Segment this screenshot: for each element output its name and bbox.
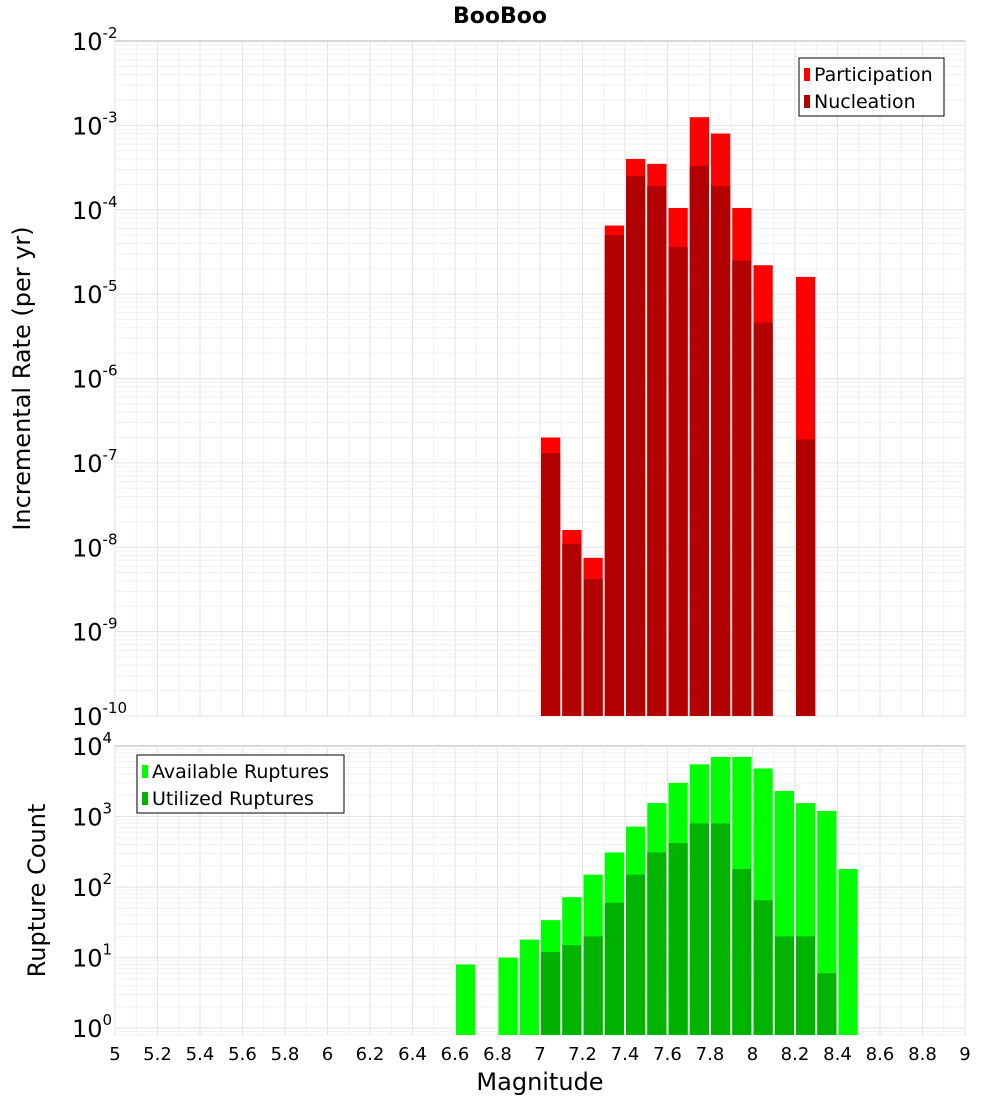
legend: Available Ruptures Utilized Ruptures bbox=[136, 754, 345, 814]
bar-utilized-ruptures bbox=[711, 823, 731, 1035]
x-tick-label: 8.8 bbox=[908, 1044, 937, 1065]
y-tick-label: 104 bbox=[72, 729, 112, 761]
legend-box bbox=[136, 754, 345, 814]
legend-swatch bbox=[142, 792, 148, 805]
x-tick-label: 7.2 bbox=[568, 1044, 597, 1065]
bar-utilized-ruptures bbox=[647, 852, 667, 1035]
y-tick-label: 10-8 bbox=[72, 530, 118, 562]
bar-nucleation bbox=[541, 453, 561, 716]
bar-nucleation bbox=[562, 543, 582, 716]
x-tick-label: 7.8 bbox=[696, 1044, 725, 1065]
bar-nucleation bbox=[668, 247, 688, 716]
rupture-count-plot: 100 101 102 103 104 Rupture Count Available Ru… bbox=[23, 729, 966, 1043]
x-tick-label: 6.4 bbox=[398, 1044, 427, 1065]
bar-utilized-ruptures bbox=[796, 936, 816, 1035]
x-axis-label: Magnitude bbox=[476, 1068, 603, 1096]
y-tick-label: 10-6 bbox=[72, 362, 118, 394]
y-tick-label: 103 bbox=[72, 800, 112, 832]
y-axis-label: Rupture Count bbox=[23, 804, 51, 978]
x-tick-label: 8.2 bbox=[781, 1044, 810, 1065]
x-tick-label: 8.4 bbox=[823, 1044, 852, 1065]
x-tick-label: 5.6 bbox=[228, 1044, 257, 1065]
chart-title: BooBoo bbox=[453, 4, 547, 29]
bar-utilized-ruptures bbox=[774, 936, 794, 1035]
x-tick-label: 5 bbox=[109, 1044, 120, 1065]
bar-utilized-ruptures bbox=[562, 945, 582, 1035]
legend-swatch bbox=[142, 765, 148, 778]
x-tick-label: 5.2 bbox=[143, 1044, 172, 1065]
x-tick-label: 7 bbox=[534, 1044, 545, 1065]
bar-utilized-ruptures bbox=[753, 900, 773, 1035]
legend-swatch bbox=[804, 95, 810, 108]
legend-swatch bbox=[804, 68, 810, 81]
y-tick-label: 10-3 bbox=[72, 108, 118, 140]
bar-utilized-ruptures bbox=[583, 936, 603, 1035]
y-tick-label: 10-9 bbox=[72, 615, 118, 647]
bar-nucleation bbox=[796, 439, 816, 716]
bar-nucleation bbox=[689, 166, 709, 717]
legend-label: Available Ruptures bbox=[152, 761, 329, 783]
y-tick-label: 10-10 bbox=[72, 699, 127, 731]
bar-utilized-ruptures bbox=[668, 843, 688, 1035]
legend-label: Participation bbox=[814, 64, 933, 86]
y-tick-label: 10-7 bbox=[72, 446, 118, 478]
legend-box bbox=[798, 57, 945, 117]
x-tick-label: 8 bbox=[747, 1044, 758, 1065]
x-axis: 5 5.2 5.4 5.6 5.8 6 6.2 6.4 6.6 6.8 7 7.2 7.4 7.6 7.8 8… bbox=[109, 1044, 970, 1065]
legend-label: Utilized Ruptures bbox=[152, 788, 314, 810]
x-tick-label: 8.6 bbox=[866, 1044, 895, 1065]
x-tick-label: 6 bbox=[322, 1044, 333, 1065]
bar-available-ruptures bbox=[838, 869, 858, 1035]
y-tick-label: 100 bbox=[72, 1011, 112, 1043]
x-tick-label: 7.6 bbox=[653, 1044, 682, 1065]
x-tick-label: 5.4 bbox=[186, 1044, 215, 1065]
x-tick-label: 6.2 bbox=[356, 1044, 385, 1065]
bar-available-ruptures bbox=[498, 957, 518, 1035]
legend-label: Nucleation bbox=[814, 91, 916, 113]
rate-plot: 10-10 10-9 10-8 10-7 10-6 10-5 10-4 10-3 10-2 Inc… bbox=[8, 24, 966, 731]
bar-nucleation bbox=[753, 322, 773, 716]
bar-nucleation bbox=[732, 260, 752, 716]
x-tick-label: 6.8 bbox=[483, 1044, 512, 1065]
bar-nucleation bbox=[647, 186, 667, 716]
x-tick-label: 6.6 bbox=[441, 1044, 470, 1065]
x-tick-label: 9 bbox=[959, 1044, 970, 1065]
y-tick-label: 10-5 bbox=[72, 277, 118, 309]
legend: Participation Nucleation bbox=[798, 57, 945, 117]
y-axis-label: Incremental Rate (per yr) bbox=[8, 226, 36, 530]
y-tick-label: 102 bbox=[72, 870, 112, 902]
bar-utilized-ruptures bbox=[689, 823, 709, 1035]
bar-available-ruptures bbox=[456, 964, 476, 1035]
y-tick-label: 10-4 bbox=[72, 193, 118, 225]
bar-nucleation bbox=[711, 186, 731, 716]
bar-available-ruptures bbox=[519, 939, 539, 1035]
bar-utilized-ruptures bbox=[626, 874, 646, 1035]
bar-utilized-ruptures bbox=[817, 973, 837, 1035]
y-tick-label: 101 bbox=[72, 941, 112, 973]
bar-utilized-ruptures bbox=[604, 902, 624, 1035]
x-tick-label: 7.4 bbox=[611, 1044, 640, 1065]
bar-utilized-ruptures bbox=[732, 869, 752, 1035]
bar-utilized-ruptures bbox=[541, 952, 561, 1035]
bar-nucleation bbox=[626, 176, 646, 716]
bar-nucleation bbox=[583, 579, 603, 716]
x-tick-label: 5.8 bbox=[271, 1044, 300, 1065]
bar-nucleation bbox=[604, 235, 624, 716]
y-tick-label: 10-2 bbox=[72, 24, 118, 56]
